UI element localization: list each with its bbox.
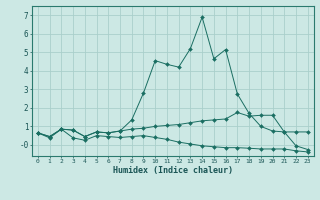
X-axis label: Humidex (Indice chaleur): Humidex (Indice chaleur) [113, 166, 233, 175]
